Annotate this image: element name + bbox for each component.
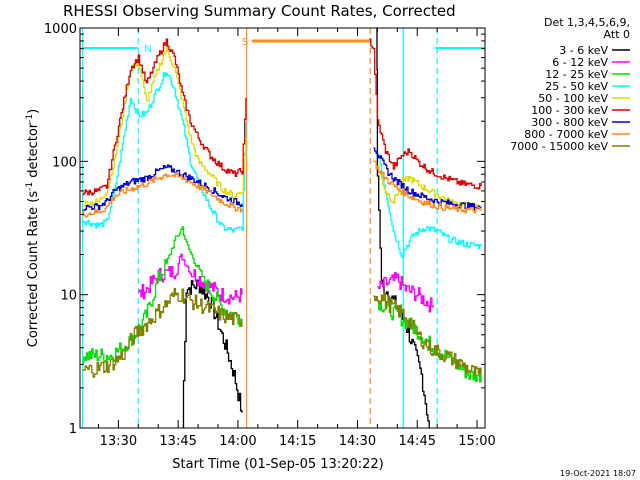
- x-axis: 13:30 13:45 14:00 14:15 14:30 14:45 15:00: [97, 28, 496, 449]
- series-line: [373, 147, 482, 211]
- legend-entry-label: 6 - 12 keV: [552, 56, 608, 69]
- series-line: [82, 288, 243, 378]
- series-line: [377, 168, 482, 210]
- legend-entry-label: 7000 - 15000 keV: [510, 140, 608, 153]
- x-tick-label: 13:30: [100, 434, 137, 449]
- interval-flags: NS: [82, 37, 485, 55]
- y-axis: 1 10 100 1000: [44, 22, 485, 437]
- legend-header-att: Att 0: [604, 28, 630, 41]
- y-tick-label: 1000: [44, 22, 77, 37]
- legend-entry-label: 50 - 100 keV: [538, 92, 608, 105]
- series-line: [82, 45, 247, 208]
- series-line: [82, 164, 243, 211]
- y-tick-label: 10: [60, 289, 77, 304]
- plot-frame: [79, 27, 486, 429]
- series-line: [138, 253, 243, 305]
- x-tick-label: 15:00: [458, 434, 495, 449]
- series-line: [373, 292, 482, 377]
- footer-date: 19-Oct-2021 18:07: [560, 469, 636, 478]
- series-line: [82, 226, 243, 364]
- series-line: [377, 152, 482, 258]
- x-tick-label: 14:45: [399, 434, 436, 449]
- y-tick-label: 100: [52, 155, 77, 170]
- chart-title: RHESSI Observing Summary Count Rates, Co…: [63, 2, 456, 20]
- legend-entry-label: 3 - 6 keV: [559, 44, 608, 57]
- series-line: [82, 38, 247, 196]
- interval-lines: [81, 28, 438, 428]
- legend-entry-label: 100 - 300 keV: [531, 104, 608, 117]
- x-tick-label: 14:15: [279, 434, 316, 449]
- x-axis-label: Start Time (01-Sep-05 13:20:22): [172, 457, 383, 472]
- flag-label: S: [242, 37, 248, 48]
- series-line: [82, 72, 247, 233]
- legend-entry-label: 25 - 50 keV: [545, 80, 608, 93]
- x-tick-label: 13:45: [159, 434, 196, 449]
- legend-entry-label: 12 - 25 keV: [545, 68, 608, 81]
- series-line: [182, 279, 243, 428]
- legend-entry-label: 800 - 7000 keV: [524, 128, 608, 141]
- flag-label: N: [144, 44, 151, 55]
- x-tick-label: 14:30: [339, 434, 376, 449]
- series-line: [369, 38, 482, 190]
- y-axis-label: Corrected Count Rate (s-1 detector-1): [25, 109, 41, 347]
- legend-entry-label: 300 - 800 keV: [531, 116, 608, 129]
- y-tick-label: 1: [69, 422, 77, 437]
- series-line: [373, 160, 482, 214]
- legend-header: Det 1,3,4,5,6,9,: [544, 16, 630, 29]
- series-group: [82, 28, 482, 428]
- series-line: [82, 172, 243, 218]
- x-tick-label: 14:00: [219, 434, 256, 449]
- series-line: [377, 272, 434, 313]
